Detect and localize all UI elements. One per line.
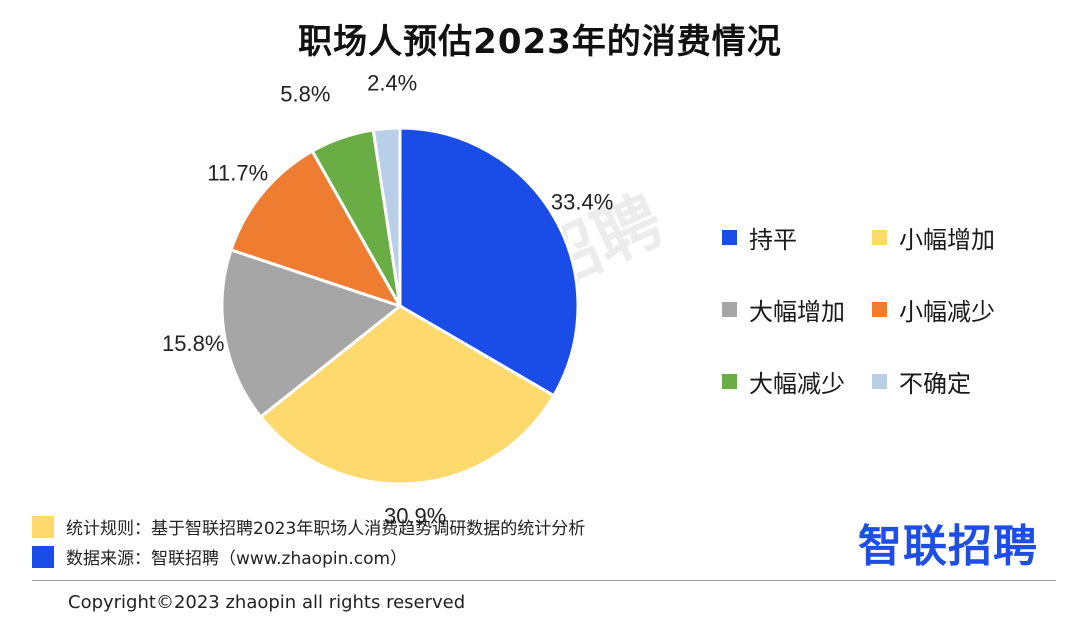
pie-label-slight-increase: 30.9% <box>384 503 446 528</box>
footnote-source: 数据来源：智联招聘（www.zhaopin.com） <box>32 544 407 569</box>
legend-item-slight-increase: 小幅增加 <box>872 220 995 255</box>
pie-slice-slight-increase <box>258 304 556 486</box>
legend-swatch <box>872 302 887 317</box>
legend-label: 小幅增加 <box>899 226 995 254</box>
pie-label-uncertain: 2.4% <box>367 71 417 96</box>
legend-label: 大幅增加 <box>749 298 845 326</box>
pie-label-large-increase: 15.8% <box>162 331 224 356</box>
footnote-swatch <box>32 515 54 538</box>
legend-label: 小幅减少 <box>899 298 995 326</box>
legend-label: 不确定 <box>899 370 971 398</box>
divider <box>32 580 1056 581</box>
legend-item-slight-decrease: 小幅减少 <box>872 292 995 327</box>
legend-item-large-decrease: 大幅减少 <box>722 364 845 399</box>
footnote-source-text: 数据来源：智联招聘（www.zhaopin.com） <box>66 549 408 569</box>
pie-label-large-decrease: 5.8% <box>280 82 330 107</box>
legend-label: 大幅减少 <box>749 370 845 398</box>
chart-title: 职场人预估2023年的消费情况 <box>298 22 782 62</box>
legend: 持平 小幅增加 大幅增加 小幅减少 大幅减少 不确定 <box>722 212 1042 412</box>
legend-swatch <box>722 374 737 389</box>
footnote-rule: 统计规则：基于智联招聘2023年职场人消费趋势调研数据的统计分析 <box>32 514 585 539</box>
brand-logo: 智联招聘 <box>858 521 1038 572</box>
pie-slice-slight-decrease <box>229 149 404 309</box>
legend-item-flat: 持平 <box>722 220 797 255</box>
copyright: Copyright©2023 zhaopin all rights reserv… <box>68 592 466 613</box>
legend-swatch <box>872 374 887 389</box>
pie-slice-uncertain <box>371 126 402 307</box>
pie-slice-flat <box>398 126 580 398</box>
footnote-swatch <box>32 545 54 568</box>
legend-label: 持平 <box>749 226 797 254</box>
legend-swatch <box>722 302 737 317</box>
pie-label-slight-decrease: 11.7% <box>207 161 268 186</box>
legend-item-uncertain: 不确定 <box>872 364 971 399</box>
pie-label-flat: 33.4% <box>551 189 613 214</box>
legend-swatch <box>872 230 887 245</box>
footnote-rule-text: 统计规则：基于智联招聘2023年职场人消费趋势调研数据的统计分析 <box>66 519 586 539</box>
legend-swatch <box>722 230 737 245</box>
legend-item-large-increase: 大幅增加 <box>722 292 845 327</box>
